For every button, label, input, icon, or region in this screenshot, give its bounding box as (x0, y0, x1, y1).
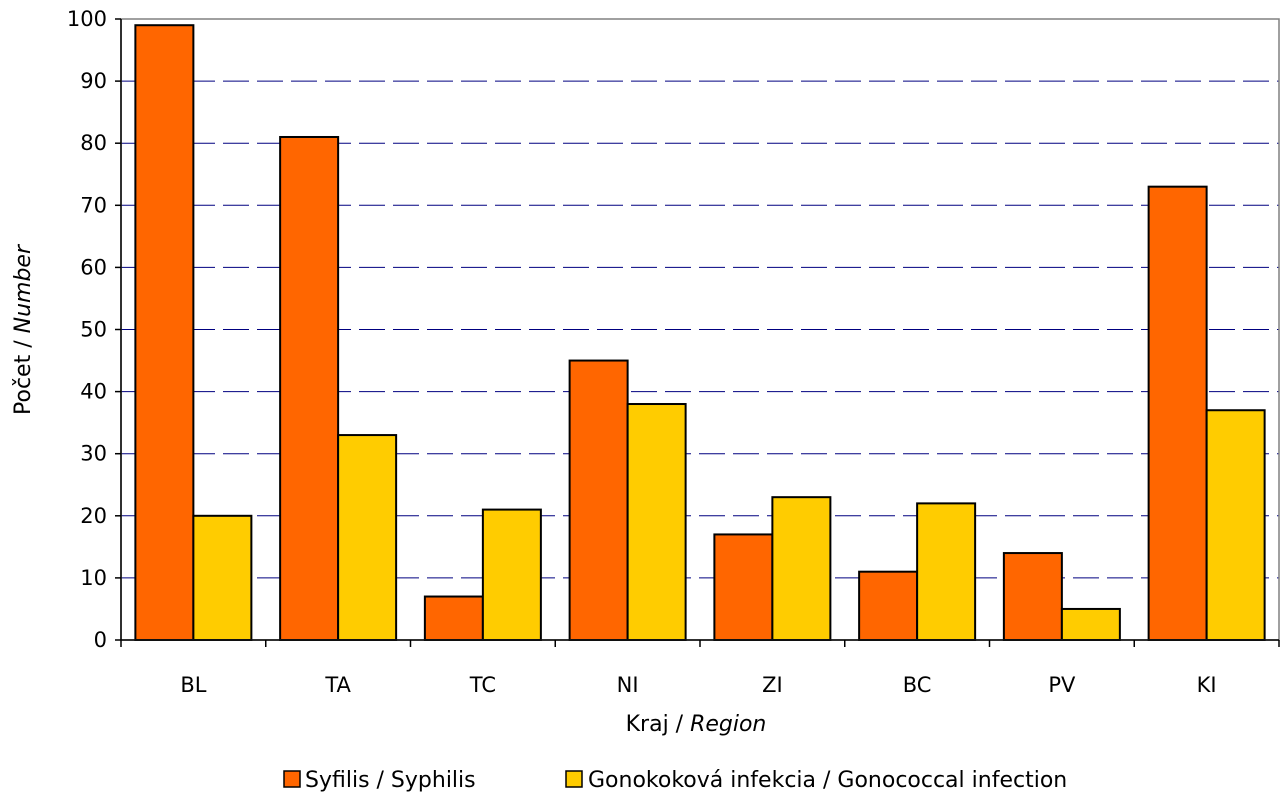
bar-gonococcal-zi (772, 497, 830, 640)
bar-syphilis-zi (714, 534, 772, 640)
bar-syphilis-tc (425, 597, 483, 640)
bar-gonococcal-ki (1207, 410, 1265, 640)
y-tick-label: 0 (94, 628, 107, 652)
legend-label-gonococcal: Gonokoková infekcia / Gonococcal infecti… (588, 768, 1067, 793)
y-tick-label: 30 (80, 442, 107, 466)
legend-swatch-gonococcal (566, 771, 582, 787)
x-tick-label: NI (617, 673, 639, 697)
bars (135, 25, 1264, 640)
y-tick-label: 10 (80, 566, 107, 590)
y-tick-label: 60 (80, 255, 107, 279)
x-tick-label: BC (903, 673, 932, 697)
y-tick-label: 20 (80, 504, 107, 528)
bar-syphilis-bc (859, 572, 917, 640)
bar-syphilis-ta (280, 137, 338, 640)
legend: Syfilis / Syphilis Gonokoková infekcia /… (284, 768, 1067, 793)
y-tick-label: 100 (67, 7, 107, 31)
y-tick-label: 70 (80, 193, 107, 217)
y-tick-label: 90 (80, 69, 107, 93)
bar-syphilis-bl (135, 25, 193, 640)
x-tick-labels: BL TA TC NI ZI BC PV KI (121, 640, 1279, 697)
bar-gonococcal-pv (1062, 609, 1120, 640)
y-tick-label: 80 (80, 131, 107, 155)
bar-gonococcal-ni (628, 404, 686, 640)
y-tick-label: 50 (80, 318, 107, 342)
y-axis-title-italic: Number (11, 243, 36, 333)
x-tick-label: TC (469, 673, 496, 697)
bar-gonococcal-bl (193, 516, 251, 640)
bar-syphilis-ni (570, 361, 628, 640)
y-tick-label: 40 (80, 380, 107, 404)
x-axis-title-italic: Region (690, 712, 766, 737)
bar-syphilis-pv (1004, 553, 1062, 640)
bar-gonococcal-tc (483, 510, 541, 640)
x-axis-title: Kraj / Region (626, 712, 767, 737)
y-axis-title-main: Počet / (11, 333, 36, 415)
x-tick-label: BL (180, 673, 206, 697)
bar-syphilis-ki (1149, 187, 1207, 640)
x-axis-title-main: Kraj / (626, 712, 690, 737)
x-tick-label: PV (1048, 673, 1076, 697)
bar-gonococcal-bc (917, 503, 975, 640)
x-tick-label: KI (1197, 673, 1217, 697)
y-tick-labels: 0 10 20 30 40 50 60 70 80 90 100 (67, 7, 121, 652)
x-tick-label: ZI (762, 673, 783, 697)
legend-swatch-syphilis (284, 771, 300, 787)
legend-label-syphilis: Syfilis / Syphilis (305, 768, 476, 793)
bar-gonococcal-ta (338, 435, 396, 640)
x-tick-label: TA (324, 673, 351, 697)
y-axis-title: Počet / Number (11, 243, 36, 415)
